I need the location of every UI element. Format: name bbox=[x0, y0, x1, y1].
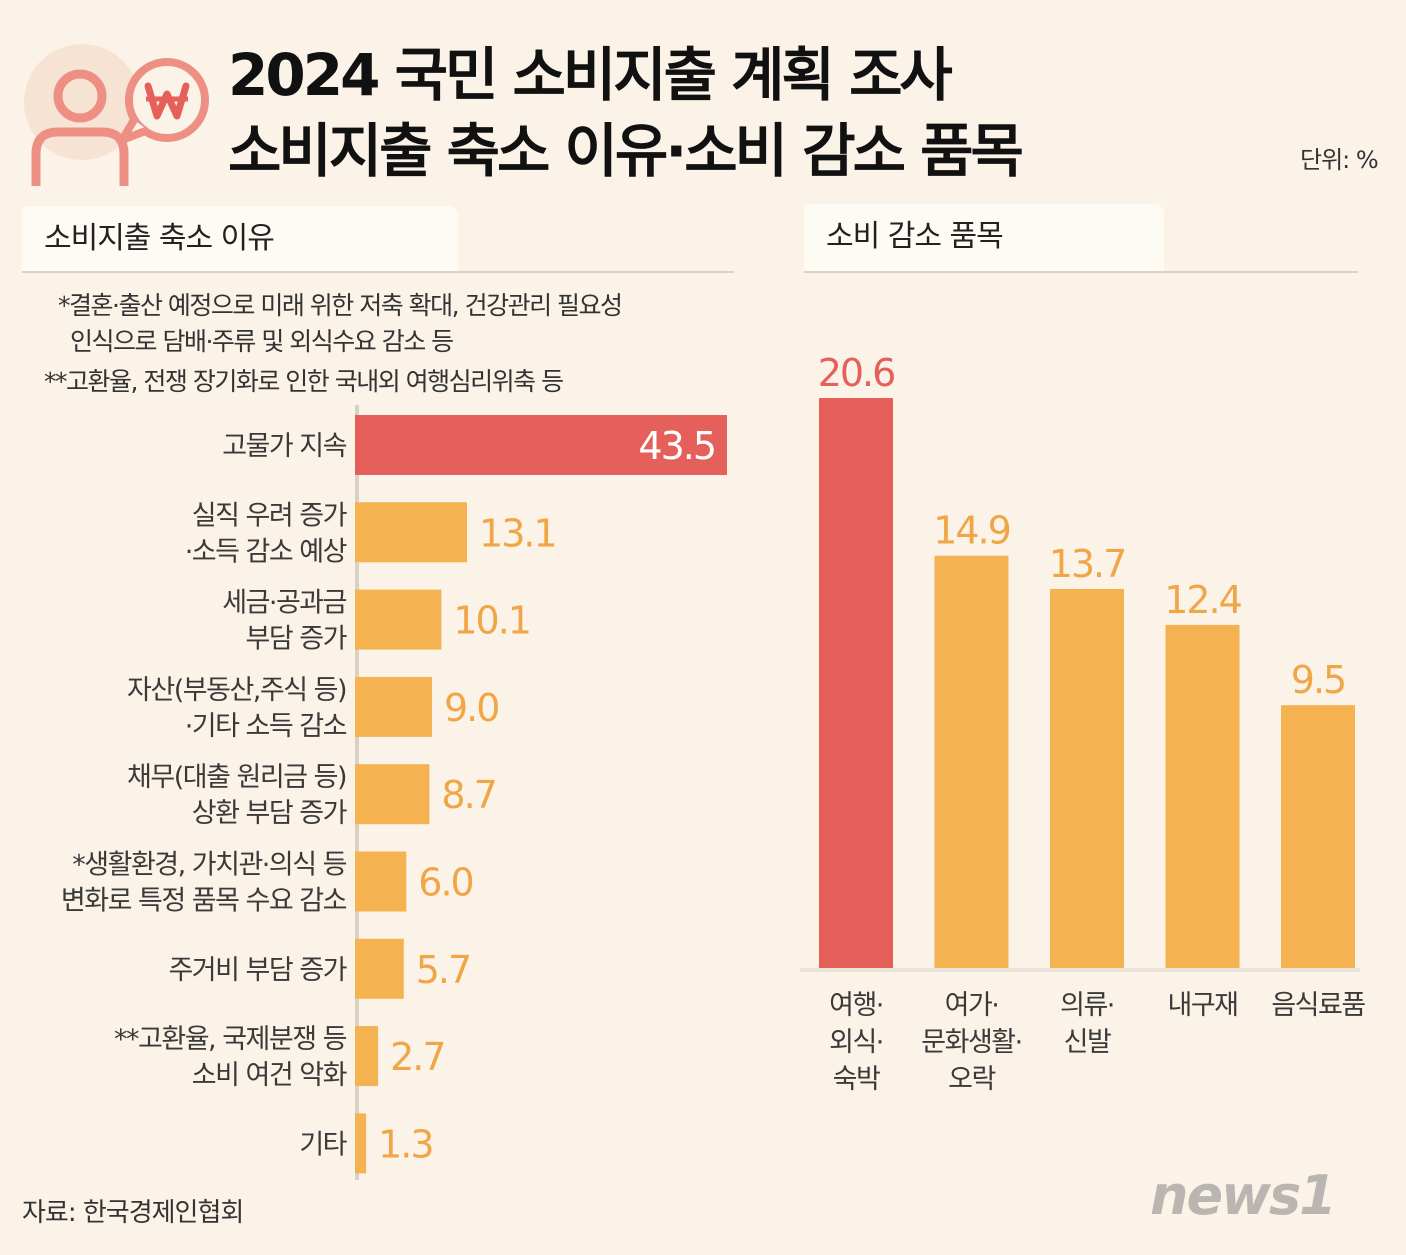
category-label-0-1: 외식· bbox=[829, 1027, 883, 1058]
title-line-1: 2024 국민 소비지출 계획 조사 bbox=[228, 41, 953, 109]
right-section-heading: 소비 감소 품목 bbox=[804, 204, 1164, 272]
category-label-0-0: 여행· bbox=[829, 990, 883, 1021]
unit-label: 단위: % bbox=[1300, 146, 1379, 174]
bar-4 bbox=[1281, 705, 1355, 968]
category-label-1-1: 문화생활· bbox=[921, 1027, 1021, 1058]
category-label-7-0: **고환율, 국제분쟁 등 bbox=[114, 1024, 347, 1055]
category-label-4-1: 상환 부담 증가 bbox=[192, 798, 347, 829]
bar-1 bbox=[355, 502, 468, 563]
category-label-1-0: 여가· bbox=[945, 990, 999, 1021]
left-section-heading: 소비지출 축소 이유 bbox=[22, 206, 458, 272]
items-bar-chart: 20.6 여행· 외식· 숙박 14.9 여가· 문화생활· 오락 13.7 의류· 신발 12.4 내… bbox=[800, 351, 1367, 1095]
value-label-4: 8.7 bbox=[441, 773, 495, 817]
bar-3 bbox=[1165, 624, 1240, 968]
category-label-2-1: 부담 증가 bbox=[246, 624, 347, 655]
value-label-0: 43.5 bbox=[638, 424, 715, 468]
bar-0 bbox=[355, 415, 727, 475]
category-label-0-0: 고물가 지속 bbox=[222, 431, 346, 462]
source-note: 자료: 한국경제인협회 bbox=[22, 1198, 244, 1228]
value-label-7: 2.7 bbox=[390, 1035, 444, 1079]
reasons-bar-chart: 43.5 고물가 지속 13.1 실직 우려 증가 ·소득 감소 예상 10.1 세금·공과… bbox=[61, 405, 727, 1180]
right-section-divider bbox=[804, 271, 1358, 273]
category-label-3-0: 자산(부동산,주식 등) bbox=[127, 675, 346, 706]
bar-2 bbox=[1050, 588, 1124, 968]
category-label-1-0: 실직 우려 증가 bbox=[192, 500, 347, 531]
bar-6 bbox=[355, 938, 404, 999]
category-label-4-0: 음식료품 bbox=[1271, 990, 1365, 1021]
value-label-5: 6.0 bbox=[418, 861, 472, 905]
value-label-1: 14.9 bbox=[933, 509, 1010, 553]
note-3: **고환율, 전쟁 장기화로 인한 국내외 여행심리위축 등 bbox=[44, 367, 564, 396]
baseline bbox=[800, 968, 1360, 972]
bar-2 bbox=[355, 589, 442, 650]
category-label-1-2: 오락 bbox=[948, 1064, 995, 1095]
category-label-5-0: *생활환경, 가치관·의식 등 bbox=[72, 850, 346, 881]
value-label-4: 9.5 bbox=[1291, 658, 1345, 702]
value-label-3: 9.0 bbox=[444, 686, 498, 730]
bar-3 bbox=[355, 676, 432, 737]
news1-logo: news1 bbox=[1150, 1160, 1390, 1238]
left-section-divider bbox=[22, 271, 734, 273]
value-label-8: 1.3 bbox=[378, 1122, 432, 1166]
person-won-bubble-icon bbox=[22, 36, 222, 200]
bar-5 bbox=[355, 851, 407, 912]
category-label-3-0: 내구재 bbox=[1167, 990, 1237, 1021]
value-label-3: 12.4 bbox=[1164, 578, 1241, 622]
title-line-2: 소비지출 축소 이유·소비 감소 품목 bbox=[228, 117, 1024, 185]
bar-4 bbox=[355, 764, 430, 825]
value-label-6: 5.7 bbox=[416, 948, 470, 992]
value-label-0: 20.6 bbox=[818, 351, 895, 395]
note-2: 인식으로 담배·주류 및 외식수요 감소 등 bbox=[70, 327, 454, 356]
value-label-2: 13.7 bbox=[1049, 542, 1126, 586]
bar-7 bbox=[355, 1026, 379, 1087]
value-label-2: 10.1 bbox=[453, 599, 530, 643]
category-label-5-1: 변화로 특정 품목 수요 감소 bbox=[61, 886, 347, 917]
bar-1 bbox=[934, 555, 1009, 968]
category-label-7-1: 소비 여건 악화 bbox=[192, 1060, 347, 1091]
category-label-3-1: ·기타 소득 감소 bbox=[185, 711, 347, 742]
note-1: *결혼·출산 예정으로 미래 위한 저축 확대, 건강관리 필요성 bbox=[58, 291, 623, 320]
category-label-4-0: 채무(대출 원리금 등) bbox=[127, 762, 346, 793]
bar-8 bbox=[355, 1113, 367, 1174]
news1-logo-text: news1 bbox=[1150, 1164, 1335, 1227]
category-label-1-1: ·소득 감소 예상 bbox=[185, 536, 347, 567]
bar-0 bbox=[819, 398, 893, 968]
category-label-2-0: 의류· bbox=[1060, 990, 1114, 1021]
value-label-1: 13.1 bbox=[479, 511, 556, 555]
category-label-6-0: 주거비 부담 증가 bbox=[168, 955, 346, 986]
category-label-0-2: 숙박 bbox=[833, 1064, 880, 1095]
category-label-2-1: 신발 bbox=[1064, 1027, 1111, 1058]
category-label-2-0: 세금·공과금 bbox=[222, 588, 346, 619]
category-label-8-0: 기타 bbox=[299, 1129, 347, 1160]
